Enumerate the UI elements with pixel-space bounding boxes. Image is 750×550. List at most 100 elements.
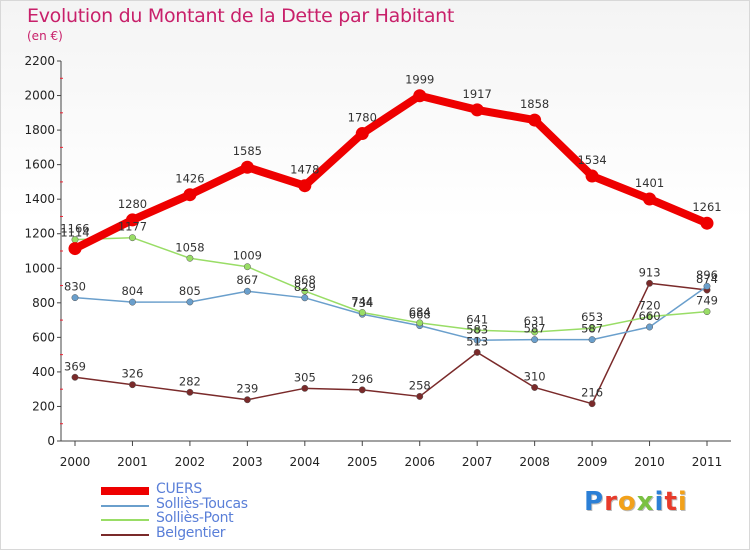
data-point bbox=[125, 213, 139, 227]
data-point bbox=[416, 319, 424, 327]
data-label: 1114 bbox=[60, 226, 89, 240]
series-line-cuers bbox=[71, 91, 711, 253]
data-label: 583 bbox=[466, 322, 488, 336]
data-point bbox=[186, 254, 194, 262]
data-point bbox=[298, 179, 312, 193]
data-point bbox=[243, 263, 251, 271]
data-point bbox=[129, 234, 136, 242]
data-point bbox=[643, 192, 657, 206]
data-point bbox=[301, 384, 309, 392]
legend-swatch bbox=[101, 504, 149, 507]
data-label: 1534 bbox=[577, 153, 606, 167]
data-label: 1780 bbox=[348, 111, 377, 125]
data-label: 305 bbox=[294, 370, 316, 384]
data-label: 239 bbox=[236, 382, 258, 396]
logo-letter: P bbox=[584, 487, 605, 517]
data-point bbox=[646, 323, 653, 331]
data-point bbox=[531, 328, 539, 336]
y-tick-label: 800 bbox=[32, 296, 55, 310]
chart-title: Evolution du Montant de la Dette par Hab… bbox=[27, 5, 455, 27]
data-label: 805 bbox=[179, 284, 201, 298]
x-tick-label: 2007 bbox=[462, 455, 493, 469]
x-tick-label: 2009 bbox=[577, 455, 608, 469]
data-label: 867 bbox=[236, 273, 258, 287]
data-label: 296 bbox=[351, 372, 373, 386]
data-label: 310 bbox=[524, 369, 546, 383]
data-point bbox=[531, 336, 539, 344]
data-point bbox=[358, 386, 366, 394]
data-point bbox=[129, 298, 136, 306]
x-tick-label: 2011 bbox=[692, 455, 723, 469]
data-label: 326 bbox=[121, 367, 143, 381]
x-tick-label: 2008 bbox=[519, 455, 550, 469]
data-point bbox=[473, 336, 481, 344]
logo-letter: x bbox=[636, 487, 655, 517]
data-point bbox=[646, 279, 653, 287]
series-line-belgentier bbox=[74, 282, 708, 405]
y-tick-label: 0 bbox=[47, 434, 55, 448]
y-tick-label: 1000 bbox=[24, 261, 55, 275]
logo-letter: i bbox=[677, 487, 688, 517]
legend-swatch bbox=[101, 487, 149, 496]
data-label: 1999 bbox=[405, 73, 434, 87]
y-tick-label: 1400 bbox=[24, 192, 55, 206]
data-label: 1058 bbox=[175, 240, 204, 254]
data-point bbox=[358, 309, 366, 316]
data-point bbox=[703, 282, 711, 290]
data-point bbox=[646, 313, 653, 321]
data-label: 631 bbox=[524, 314, 546, 328]
y-tick-label: 600 bbox=[32, 330, 55, 344]
y-tick-label: 1600 bbox=[24, 158, 55, 172]
x-tick-label: 2004 bbox=[290, 455, 321, 469]
x-tick-label: 2005 bbox=[347, 455, 378, 469]
y-tick-label: 1200 bbox=[24, 227, 55, 241]
data-point bbox=[588, 336, 596, 344]
data-label: 369 bbox=[64, 359, 86, 373]
data-point bbox=[240, 160, 254, 174]
data-point bbox=[700, 216, 714, 230]
x-tick-label: 2001 bbox=[117, 455, 148, 469]
data-label: 1426 bbox=[175, 172, 204, 186]
data-point bbox=[129, 381, 136, 389]
y-tick-label: 2000 bbox=[24, 89, 55, 103]
data-label: 684 bbox=[409, 305, 431, 319]
data-label: 587 bbox=[581, 322, 603, 336]
data-point bbox=[703, 308, 711, 316]
data-label: 874 bbox=[696, 272, 718, 286]
data-label: 282 bbox=[179, 374, 201, 388]
data-label: 513 bbox=[466, 334, 488, 348]
data-label: 829 bbox=[294, 280, 316, 294]
data-label: 216 bbox=[581, 386, 603, 400]
logo-letter: i bbox=[654, 487, 665, 517]
data-point bbox=[588, 400, 596, 408]
data-label: 1585 bbox=[233, 144, 262, 158]
x-tick-label: 2000 bbox=[60, 455, 91, 469]
data-label: 830 bbox=[64, 280, 86, 294]
data-label: 1177 bbox=[118, 220, 147, 234]
data-point bbox=[243, 287, 251, 295]
legend-swatch bbox=[101, 519, 149, 522]
y-tick-label: 2200 bbox=[24, 54, 55, 68]
data-label: 653 bbox=[581, 310, 603, 324]
x-tick-label: 2006 bbox=[404, 455, 435, 469]
chart-subtitle: (en €) bbox=[27, 29, 63, 43]
data-label: 896 bbox=[696, 268, 718, 282]
series-line-solli-s-toucas bbox=[74, 285, 708, 342]
data-label: 660 bbox=[639, 309, 661, 323]
data-label: 641 bbox=[466, 312, 488, 326]
data-point bbox=[71, 294, 79, 302]
logo-letter: t bbox=[664, 487, 678, 517]
data-label: 744 bbox=[351, 294, 373, 308]
data-point bbox=[531, 384, 539, 391]
y-tick-label: 200 bbox=[32, 399, 55, 413]
y-tick-label: 400 bbox=[32, 365, 55, 379]
data-point bbox=[243, 396, 251, 404]
data-point bbox=[413, 89, 427, 103]
data-label: 258 bbox=[409, 378, 431, 392]
data-label: 720 bbox=[639, 299, 661, 313]
data-point bbox=[588, 324, 596, 332]
data-point bbox=[186, 388, 194, 396]
data-label: 734 bbox=[351, 296, 373, 310]
